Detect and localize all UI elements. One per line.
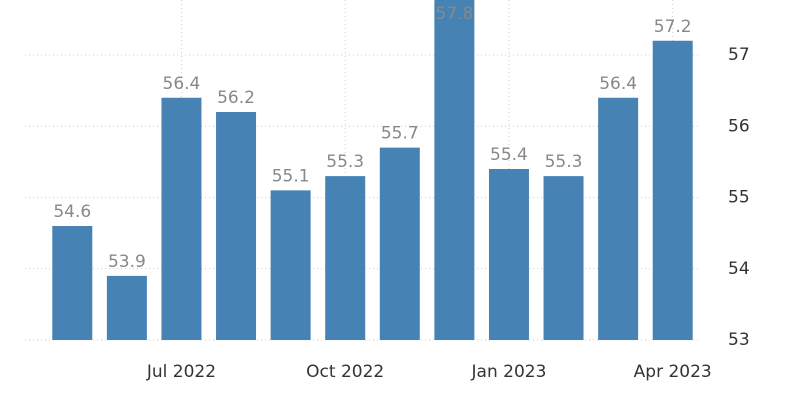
y-tick-label: 57	[728, 45, 750, 65]
y-tick-label: 55	[728, 188, 750, 208]
value-label: 55.3	[326, 152, 364, 172]
y-tick-label: 53	[728, 330, 750, 350]
y-tick-label: 56	[728, 116, 750, 136]
value-label: 56.2	[217, 88, 255, 108]
bar	[434, 0, 475, 340]
bar	[488, 169, 529, 340]
bar	[652, 40, 693, 340]
value-label: 55.4	[490, 145, 528, 165]
value-label: 54.6	[53, 202, 91, 222]
value-label: 57.8	[435, 4, 473, 24]
bar	[379, 147, 420, 340]
bar	[270, 190, 311, 340]
bar	[325, 176, 366, 340]
y-tick-label: 54	[728, 259, 750, 279]
value-label: 57.2	[654, 17, 692, 37]
x-tick-label: Oct 2022	[306, 362, 384, 382]
value-label: 55.7	[381, 124, 419, 144]
bar	[216, 112, 257, 340]
bar	[161, 97, 202, 340]
bar	[598, 97, 639, 340]
value-label: 53.9	[108, 252, 146, 272]
bar	[106, 275, 147, 340]
x-tick-label: Apr 2023	[634, 362, 712, 382]
bar	[52, 226, 93, 340]
value-label: 56.4	[163, 74, 201, 94]
x-tick-label: Jul 2022	[146, 362, 216, 382]
value-label: 55.1	[272, 166, 310, 186]
x-tick-label: Jan 2023	[471, 362, 547, 382]
value-label: 55.3	[545, 152, 583, 172]
value-label: 56.4	[599, 74, 637, 94]
bar	[543, 176, 584, 340]
